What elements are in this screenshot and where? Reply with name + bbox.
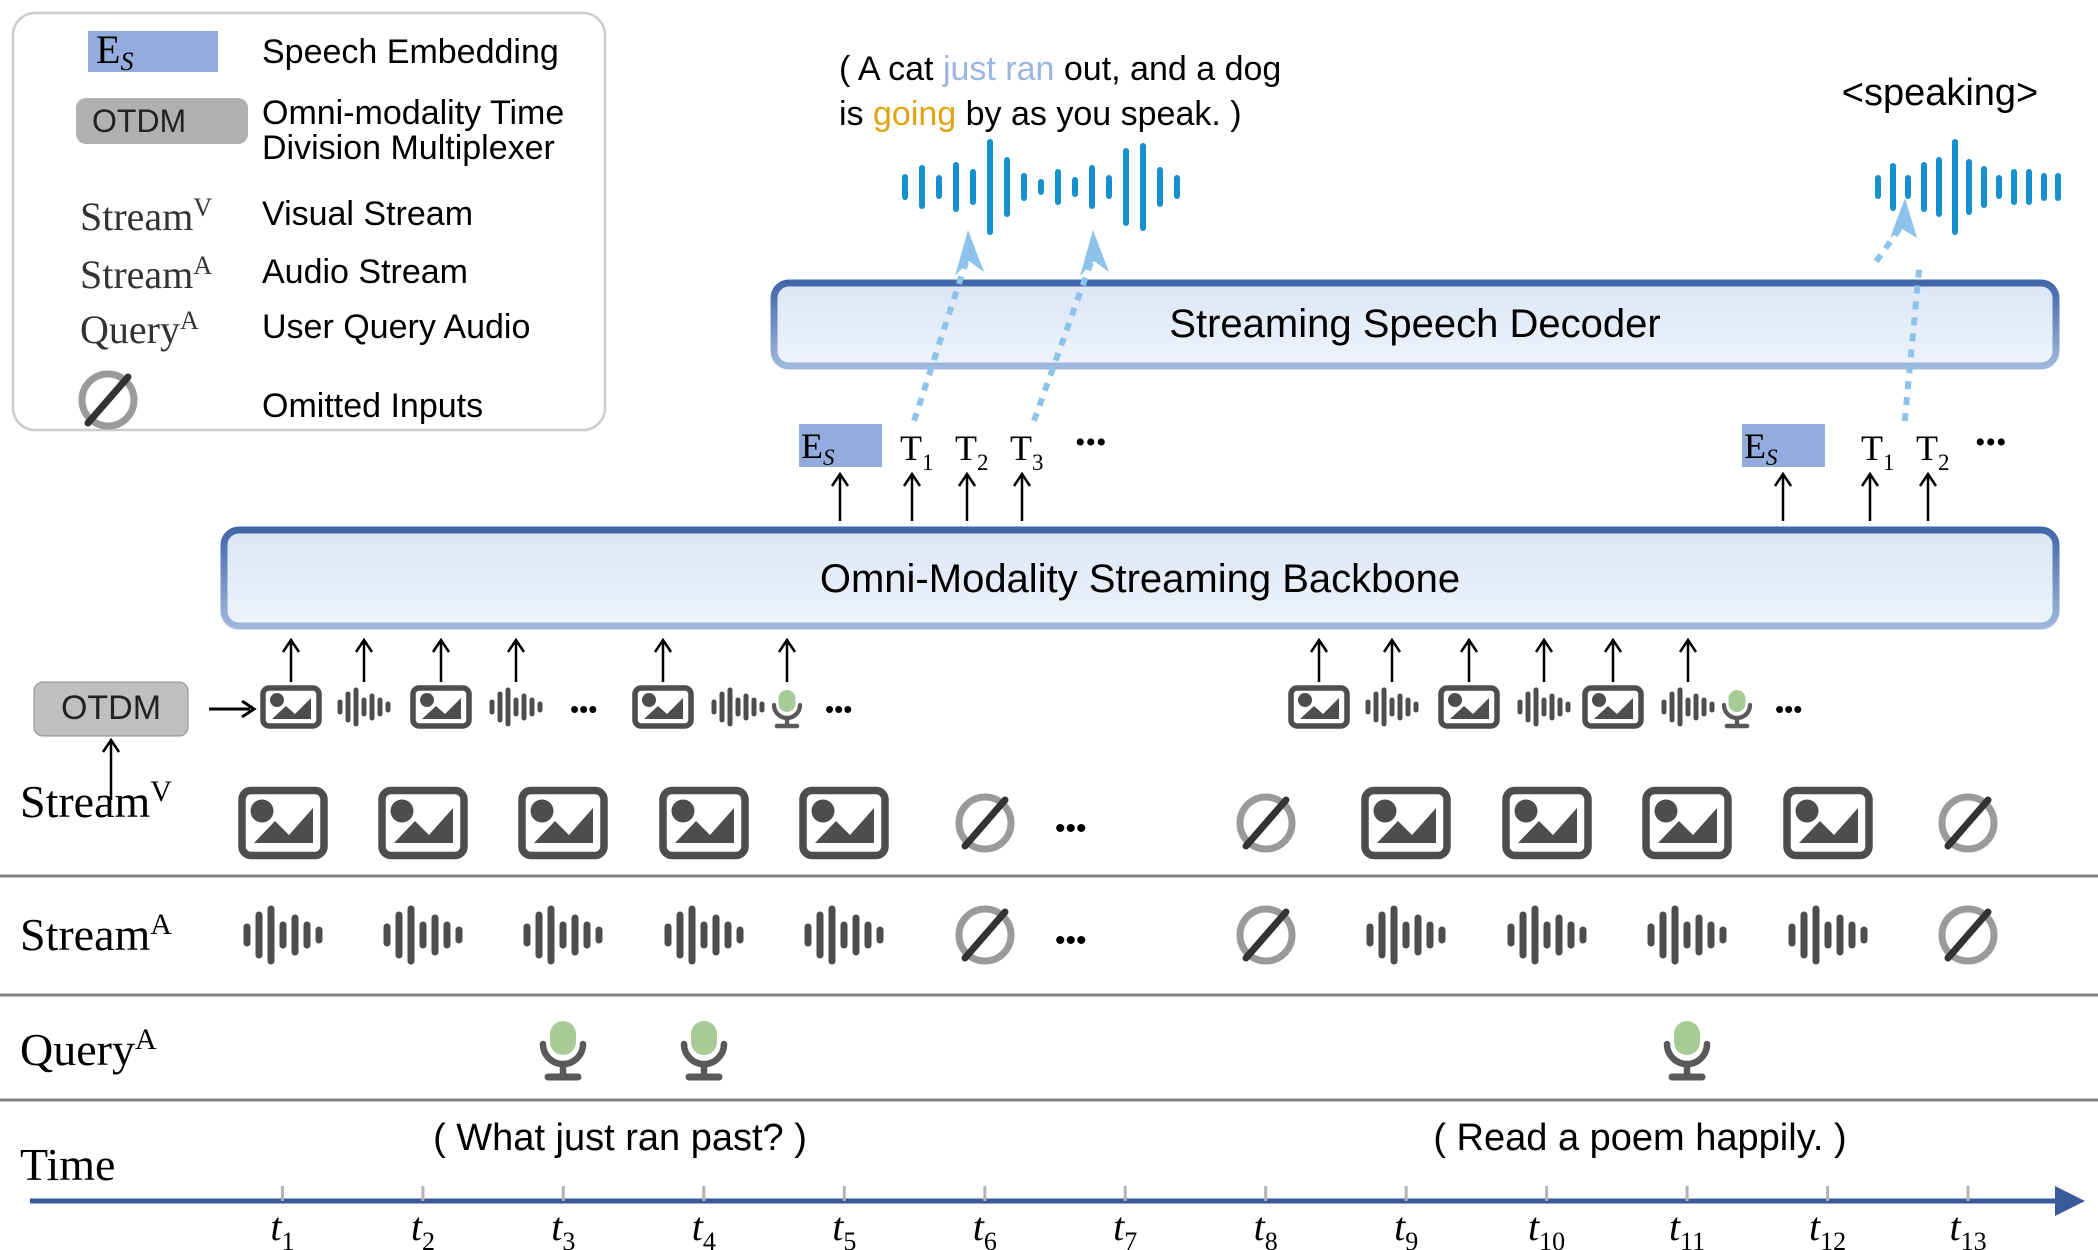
svg-text:is going by as you speak. ): is going by as you speak. ) [839,95,1242,133]
svg-text:Omitted Inputs: Omitted Inputs [262,387,483,425]
svg-text:OTDM: OTDM [61,689,161,727]
svg-text:T3: T3 [1010,428,1044,475]
svg-text:Visual Stream: Visual Stream [262,195,473,233]
svg-text:•••: ••• [1075,426,1107,459]
svg-text:t2: t2 [411,1204,435,1250]
svg-text:t8: t8 [1254,1204,1278,1250]
svg-text:T1: T1 [1861,428,1895,475]
svg-text:t4: t4 [692,1204,716,1250]
svg-text:( What just ran past? ): ( What just ran past? ) [433,1117,807,1159]
svg-text:OTDM: OTDM [92,103,186,139]
svg-text:t11: t11 [1669,1204,1705,1250]
svg-text:Omni-modality Time: Omni-modality Time [262,94,564,132]
svg-text:( Read a poem happily. ): ( Read a poem happily. ) [1433,1117,1846,1159]
svg-text:t5: t5 [832,1204,856,1250]
svg-text:QueryA: QueryA [20,1023,157,1075]
svg-text:Audio Stream: Audio Stream [262,253,468,291]
svg-text:StreamA: StreamA [20,908,172,960]
svg-text:t6: t6 [973,1204,997,1250]
svg-text:t13: t13 [1949,1204,1986,1250]
svg-text:t7: t7 [1113,1204,1137,1250]
svg-text:•••: ••• [570,694,597,724]
svg-text:User Query Audio: User Query Audio [262,308,530,346]
svg-text:•••: ••• [1055,812,1087,845]
svg-text:t10: t10 [1528,1204,1565,1250]
svg-text:t1: t1 [270,1204,294,1250]
svg-text:( A cat just ran out, and a do: ( A cat just ran out, and a dog [839,50,1281,88]
svg-text:StreamA: StreamA [80,251,212,297]
svg-text:t12: t12 [1809,1204,1846,1250]
svg-text:•••: ••• [825,694,852,724]
svg-text:StreamV: StreamV [80,193,212,239]
svg-text:•••: ••• [1775,694,1802,724]
svg-text:T1: T1 [900,428,934,475]
svg-text:Omni-Modality Streaming Backbo: Omni-Modality Streaming Backbone [820,557,1460,601]
svg-text:T2: T2 [955,428,989,475]
svg-text:t3: t3 [551,1204,575,1250]
svg-text:Speech Embedding: Speech Embedding [262,33,559,71]
svg-text:Division Multiplexer: Division Multiplexer [262,129,555,167]
svg-text:Time: Time [20,1139,115,1190]
svg-text:•••: ••• [1975,426,2007,459]
svg-text:•••: ••• [1055,924,1087,957]
svg-text:Streaming Speech Decoder: Streaming Speech Decoder [1169,302,1660,346]
svg-text:<speaking>: <speaking> [1842,72,2039,114]
svg-text:T2: T2 [1916,428,1950,475]
svg-text:StreamV: StreamV [20,775,172,827]
svg-text:t9: t9 [1394,1204,1418,1250]
